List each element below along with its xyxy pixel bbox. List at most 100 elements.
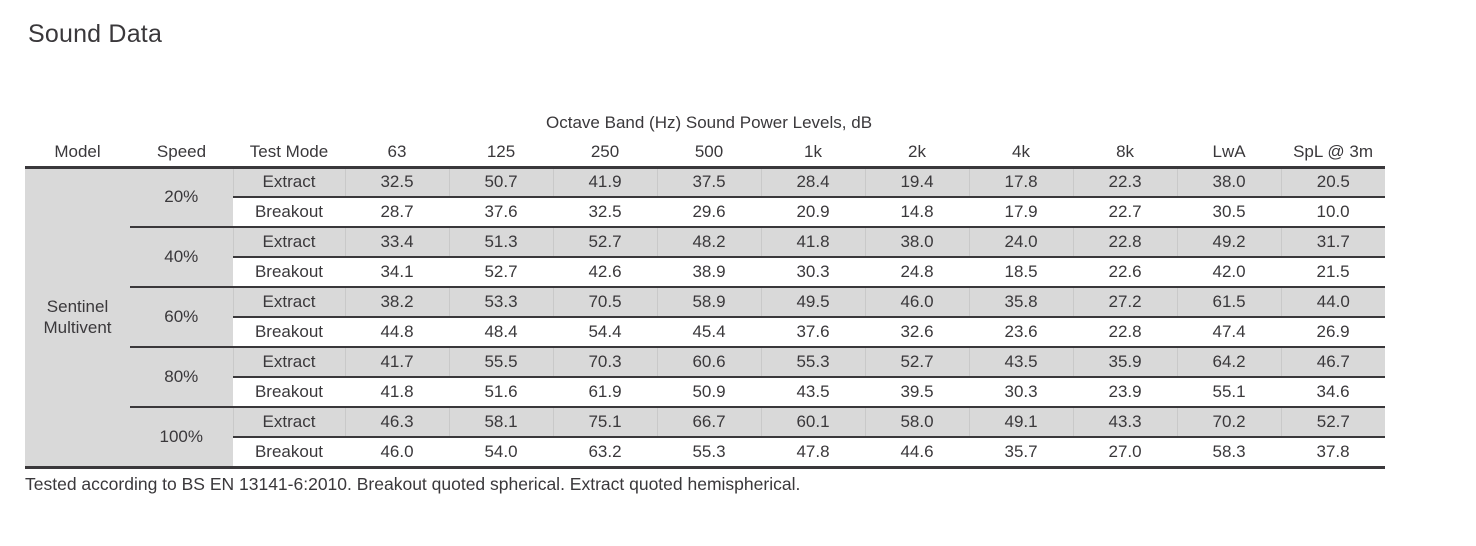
value-cell: 61.5 [1176, 287, 1282, 318]
value-cell: 70.5 [552, 287, 657, 318]
value-cell: 46.3 [344, 407, 449, 438]
value-cell: 45.4 [657, 317, 761, 348]
value-cell: 26.9 [1281, 317, 1386, 348]
value-cell: 64.2 [1176, 347, 1282, 378]
value-cell: 47.4 [1177, 317, 1282, 348]
value-cell: 49.2 [1176, 227, 1282, 258]
column-header-500: 500 [657, 138, 761, 169]
column-header-125: 125 [449, 138, 553, 169]
value-cell: 42.0 [1177, 257, 1282, 288]
value-cell: 35.7 [969, 437, 1074, 468]
value-cell: 66.7 [656, 407, 761, 438]
value-cell: 60.1 [760, 407, 865, 438]
table-row: 40% Extract 33.4 51.3 52.7 48.2 41.8 38.0 24.0 22… [25, 227, 1386, 288]
value-cell: 44.0 [1280, 287, 1386, 318]
value-cell: 34.1 [345, 257, 449, 288]
value-cell: 54.0 [449, 437, 553, 468]
column-header-row: Model Speed Test Mode 63 125 250 500 1k … [25, 138, 1386, 169]
test-mode-cell: Extract [232, 287, 345, 318]
table-row: Breakout 46.0 54.0 63.2 55.3 47.8 44.6 35.7 27.0… [25, 437, 1386, 468]
column-header-test-mode: Test Mode [233, 138, 345, 169]
value-cell: 61.9 [553, 377, 657, 408]
value-cell: 70.3 [552, 347, 657, 378]
sound-table-body: Octave Band (Hz) Sound Power Levels, dB … [25, 108, 1386, 468]
test-mode-cell: Breakout [233, 197, 345, 228]
value-cell: 32.6 [865, 317, 969, 348]
table-row: Breakout 34.1 52.7 42.6 38.9 30.3 24.8 18.5 22.6… [25, 257, 1386, 288]
speed-cell: 60% [130, 287, 233, 348]
table-row: 80% Extract 41.7 55.5 70.3 60.6 55.3 52.7 43.5 35… [25, 347, 1386, 408]
value-cell: 58.0 [864, 407, 969, 438]
value-cell: 41.7 [344, 347, 449, 378]
value-cell: 42.6 [553, 257, 657, 288]
value-cell: 44.6 [865, 437, 969, 468]
value-cell: 27.2 [1072, 287, 1178, 318]
table-row: 100% Extract 46.3 58.1 75.1 66.7 60.1 58.0 49.1 4… [25, 407, 1386, 468]
value-cell: 35.9 [1072, 347, 1178, 378]
column-header-speed: Speed [130, 138, 233, 169]
value-cell: 22.7 [1073, 197, 1178, 228]
value-cell: 52.7 [864, 347, 969, 378]
value-cell: 39.5 [865, 377, 969, 408]
band-header-spacer-right [1073, 108, 1386, 138]
column-header-lwa: LwA [1177, 138, 1282, 169]
band-header: Octave Band (Hz) Sound Power Levels, dB [345, 108, 1074, 138]
band-header-row: Octave Band (Hz) Sound Power Levels, dB [25, 108, 1386, 138]
value-cell: 28.4 [760, 167, 865, 198]
value-cell: 37.5 [656, 167, 761, 198]
value-cell: 35.8 [968, 287, 1074, 318]
value-cell: 70.2 [1176, 407, 1282, 438]
value-cell: 51.6 [449, 377, 553, 408]
column-header-1k: 1k [761, 138, 865, 169]
value-cell: 23.6 [969, 317, 1074, 348]
value-cell: 20.5 [1280, 167, 1386, 198]
value-cell: 46.0 [864, 287, 969, 318]
value-cell: 30.3 [969, 377, 1074, 408]
value-cell: 10.0 [1281, 197, 1386, 228]
value-cell: 58.1 [448, 407, 553, 438]
page-title: Sound Data [28, 20, 163, 48]
value-cell: 50.7 [448, 167, 553, 198]
column-header-4k: 4k [969, 138, 1074, 169]
value-cell: 55.3 [760, 347, 865, 378]
value-cell: 49.5 [760, 287, 865, 318]
value-cell: 48.4 [449, 317, 553, 348]
value-cell: 38.9 [657, 257, 761, 288]
value-cell: 22.8 [1072, 227, 1178, 258]
value-cell: 24.0 [968, 227, 1074, 258]
model-cell: Sentinel Multivent [25, 167, 130, 467]
value-cell: 22.3 [1072, 167, 1178, 198]
value-cell: 29.6 [657, 197, 761, 228]
value-cell: 32.5 [344, 167, 449, 198]
value-cell: 50.9 [657, 377, 761, 408]
test-mode-cell: Breakout [233, 257, 345, 288]
value-cell: 47.8 [761, 437, 865, 468]
table-row: Sentinel Multivent 20% Extract 32.5 50.7 41.9… [25, 167, 1386, 467]
value-cell: 27.0 [1073, 437, 1178, 468]
value-cell: 58.3 [1177, 437, 1282, 468]
value-cell: 43.5 [968, 347, 1074, 378]
value-cell: 55.5 [448, 347, 553, 378]
value-cell: 22.6 [1073, 257, 1178, 288]
value-cell: 43.3 [1072, 407, 1178, 438]
value-cell: 41.8 [345, 377, 449, 408]
table-row: Breakout 44.8 48.4 54.4 45.4 37.6 32.6 23.6 22.8… [25, 317, 1386, 348]
value-cell: 41.9 [552, 167, 657, 198]
value-cell: 21.5 [1281, 257, 1386, 288]
speed-cell: 20% [130, 167, 233, 228]
value-cell: 23.9 [1073, 377, 1178, 408]
value-cell: 48.2 [656, 227, 761, 258]
test-mode-cell: Breakout [233, 317, 345, 348]
column-header-spl-3m: SpL @ 3m [1281, 138, 1386, 169]
speed-cell: 40% [130, 227, 233, 288]
value-cell: 17.8 [968, 167, 1074, 198]
value-cell: 30.5 [1177, 197, 1282, 228]
value-cell: 38.0 [864, 227, 969, 258]
value-cell: 54.4 [553, 317, 657, 348]
column-header-8k: 8k [1073, 138, 1178, 169]
column-header-model: Model [25, 138, 130, 169]
value-cell: 37.6 [449, 197, 553, 228]
value-cell: 24.8 [865, 257, 969, 288]
value-cell: 52.7 [1280, 407, 1386, 438]
